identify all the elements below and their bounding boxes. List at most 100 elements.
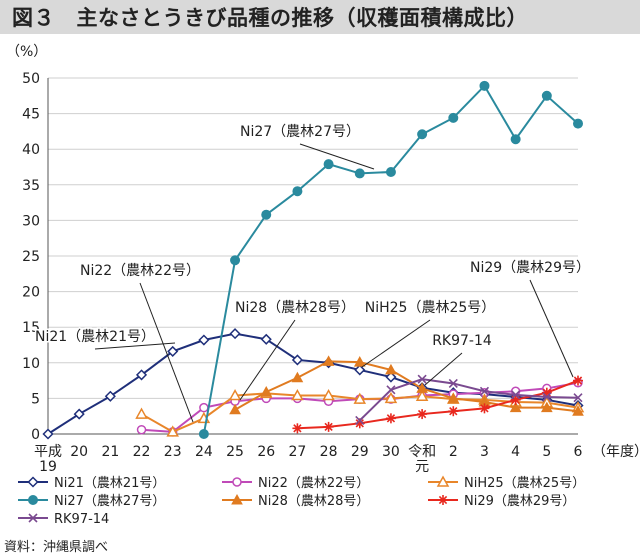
data-point (292, 423, 303, 434)
data-point (260, 385, 273, 397)
data-point (417, 129, 428, 140)
data-point (229, 403, 241, 415)
x-tick-label: 令和 (408, 444, 436, 460)
star-stroke (417, 409, 427, 419)
x-tick-label: 23 (164, 444, 182, 460)
x-stroke (573, 393, 583, 403)
x-tick-label: 25 (226, 444, 244, 460)
data-point (540, 401, 553, 413)
y-tick-label: 45 (22, 107, 40, 123)
data-point (542, 392, 552, 402)
data-point (73, 408, 85, 420)
grid-lines (48, 77, 578, 399)
series-line (234, 360, 579, 413)
annotation-leader (361, 319, 431, 368)
x-stroke (511, 390, 521, 400)
series-Ni29（農林29号） (292, 375, 583, 434)
annotation: RK97-14 (424, 332, 493, 386)
x-tick-label: 5 (542, 444, 551, 460)
data-point (415, 389, 429, 402)
data-point (28, 495, 38, 505)
star-stroke (355, 419, 364, 428)
x-tick-label: 6 (574, 444, 583, 460)
data-point (166, 425, 179, 437)
data-point (541, 90, 552, 101)
legend-label: RK97-14 (54, 512, 109, 527)
data-point (573, 393, 583, 403)
data-point (354, 364, 366, 376)
x-tick-label: 平成 (34, 444, 62, 460)
series-NiH25（農林25号） (135, 386, 585, 437)
data-point (230, 255, 241, 266)
data-point (291, 371, 304, 383)
data-point (232, 477, 242, 487)
data-point (292, 186, 303, 197)
x-tick-label: 4 (511, 444, 520, 460)
x-stroke (417, 374, 427, 384)
x-axis-label: （年度） (592, 444, 640, 460)
annotation: Ni21（農林21号） (34, 328, 176, 350)
data-point (28, 513, 38, 523)
x-tick-label: 22 (133, 444, 151, 460)
star-stroke (573, 376, 583, 385)
series-RK97-14 (355, 374, 583, 426)
x-tick-label: 元 (415, 459, 429, 475)
legend-item: Ni29（農林29号） (428, 494, 575, 509)
data-point (291, 389, 304, 401)
x-stroke (386, 385, 396, 395)
legend-item: NiH25（農林25号） (428, 475, 585, 491)
legend-label: Ni27（農林27号） (54, 494, 165, 509)
y-tick-label: 50 (22, 71, 40, 87)
source-note: 資料：沖縄県調べ (4, 540, 109, 555)
x-tick-label: 26 (257, 444, 275, 460)
legend-label: Ni28（農林28号） (258, 494, 369, 509)
data-point (417, 409, 428, 420)
data-point (573, 375, 583, 386)
data-point (199, 402, 209, 413)
data-point (386, 385, 396, 395)
series-line (359, 378, 579, 422)
x-tick-label: 24 (195, 444, 213, 460)
y-tick-label: 25 (22, 249, 40, 265)
data-point (135, 407, 148, 419)
legend-label: Ni22（農林22号） (258, 476, 369, 491)
data-point (384, 391, 398, 404)
data-point (322, 355, 335, 366)
x-stroke (355, 415, 365, 426)
star-stroke (449, 407, 458, 416)
data-point (323, 159, 334, 170)
y-tick-label: 5 (31, 391, 40, 407)
annotation: Ni29（農林29号） (469, 259, 592, 378)
data-point (353, 392, 367, 404)
data-point (573, 118, 583, 129)
star-stroke (293, 424, 302, 433)
annotation-label: Ni29（農林29号） (470, 260, 590, 276)
data-point (260, 333, 272, 345)
annotation-label: Ni21（農林21号） (35, 329, 155, 345)
data-point (323, 421, 334, 432)
y-tick-label: 15 (22, 320, 40, 336)
annotation: Ni28（農林28号） (234, 299, 357, 401)
annotation-leader (139, 282, 194, 423)
data-point (416, 382, 428, 393)
data-point (353, 356, 366, 367)
annotation-label: NiH25（農林25号） (365, 300, 496, 316)
x-tick-label: 30 (382, 444, 400, 460)
legend: Ni21（農林21号） Ni22（農林22号） NiH25（農林25号） Ni27（農… (18, 475, 585, 527)
data-point (385, 363, 397, 375)
legend-label: Ni21（農林21号） (54, 476, 165, 491)
x-stroke (479, 386, 490, 396)
data-point (438, 495, 448, 505)
data-point (198, 429, 209, 439)
y-tick-label: 0 (31, 427, 40, 443)
data-point (511, 390, 521, 400)
annotation-label: RK97-14 (432, 333, 492, 349)
x-tick-label: 3 (480, 444, 489, 460)
data-point (291, 354, 303, 366)
chart-title: 図３ 主なさとうきび品種の推移（収穫面積構成比） (12, 6, 528, 30)
annotation-leader (94, 342, 176, 350)
data-point (355, 415, 365, 426)
data-point (447, 392, 460, 403)
data-point (479, 403, 490, 414)
